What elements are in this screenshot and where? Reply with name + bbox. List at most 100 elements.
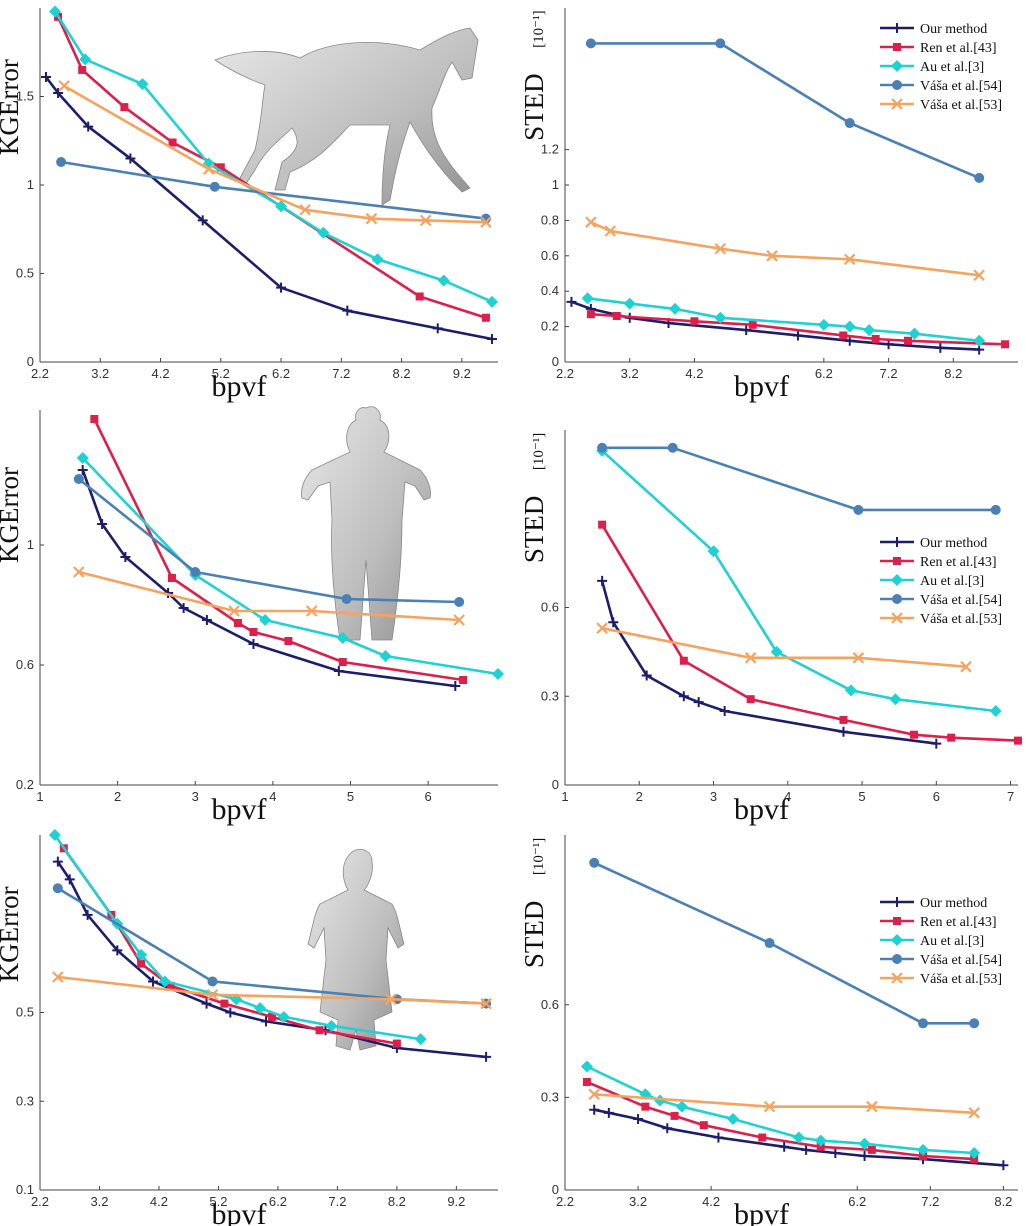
data-point — [779, 1141, 790, 1152]
chart-panel-5: 2.2 3.2 4.2 5.2 6.2 7.2 8.2 9.2 0.1 0.3 0.5 bpvf KGE… — [0, 829, 498, 1226]
data-point — [792, 1131, 805, 1144]
data-point — [867, 1145, 876, 1154]
data-point — [707, 545, 720, 558]
x-tick-label: 2.2 — [31, 1194, 49, 1209]
legend: Our method Ren et al.[43] Au et al.[3] Váša… — [880, 22, 1002, 113]
y-tick-label: 0.6 — [541, 248, 559, 263]
data-point — [844, 684, 857, 697]
data-point — [641, 1102, 650, 1111]
x-axis-label: bpvf — [212, 793, 267, 826]
y-tick-label: 0.6 — [541, 997, 559, 1012]
data-point — [662, 1123, 673, 1134]
legend-marker — [892, 23, 902, 33]
series-line — [571, 300, 980, 351]
x-tick-label: 6.2 — [815, 366, 833, 381]
data-point — [277, 1010, 290, 1023]
y-tick-label: 0.3 — [541, 1089, 559, 1104]
data-point — [858, 1137, 871, 1150]
x-tick-label: 2.2 — [556, 366, 574, 381]
data-point — [910, 730, 919, 739]
y-axis-unit: [10⁻¹] — [531, 433, 547, 470]
x-tick-label: 9.2 — [447, 1194, 465, 1209]
data-point — [481, 1051, 492, 1062]
data-point — [336, 632, 349, 644]
data-point — [586, 310, 595, 319]
data-point — [209, 181, 220, 192]
data-point — [64, 874, 75, 885]
data-point — [566, 296, 577, 307]
data-point — [604, 225, 617, 237]
y-axis-label: KGError — [0, 886, 24, 982]
y-axis-unit: [10⁻¹] — [531, 10, 547, 47]
chart-panel-3: 1 2 3 4 5 6 0.2 0.6 1 bpvf KGError — [0, 410, 504, 826]
data-point — [838, 726, 849, 737]
legend-label: Váša et al.[53] — [920, 98, 1002, 113]
data-point — [249, 628, 258, 636]
data-point — [136, 78, 149, 91]
legend-marker — [893, 557, 901, 565]
legend-item-au-et-al-3: Au et al.[3] — [880, 574, 984, 589]
data-point — [968, 1146, 981, 1159]
data-point — [581, 292, 594, 305]
data-point — [866, 1100, 878, 1113]
data-point — [158, 975, 171, 988]
legend-item-au-et-al-3: Au et al.[3] — [880, 934, 984, 949]
x-tick-label: 1 — [36, 789, 43, 804]
data-point — [79, 53, 92, 66]
data-point — [597, 442, 608, 453]
x-axis-label: bpvf — [212, 370, 267, 403]
data-point — [597, 575, 608, 586]
series-ren-et-al-43 — [598, 520, 1022, 745]
series-our-method — [52, 856, 492, 1062]
data-point — [679, 656, 688, 665]
data-point — [998, 1160, 1009, 1171]
chart-panel-4: 1 2 3 4 5 6 7 0 0.3 0.6 bpvf STED [10⁻¹] Our method Re… — [519, 430, 1022, 826]
data-point — [228, 605, 240, 617]
series-v-a-et-al-53 — [58, 80, 492, 228]
legend-label: Our method — [920, 22, 987, 37]
legend-label: Ren et al.[43] — [920, 915, 997, 930]
legend-marker — [891, 612, 903, 624]
data-point — [73, 566, 85, 578]
data-point — [190, 567, 201, 577]
data-point — [603, 1107, 614, 1118]
data-point — [233, 619, 242, 627]
x-tick-label: 5.2 — [212, 366, 230, 381]
x-tick-label: 3 — [710, 789, 717, 804]
data-point — [148, 976, 159, 987]
data-point — [125, 153, 136, 164]
data-point — [220, 999, 229, 1008]
data-point — [727, 1113, 740, 1125]
data-point — [817, 318, 830, 331]
data-point — [135, 948, 148, 961]
data-point — [52, 856, 63, 867]
x-tick-label: 8.2 — [994, 1194, 1012, 1209]
data-point — [341, 594, 352, 604]
data-point — [48, 829, 61, 841]
y-tick-label: 0.5 — [16, 1005, 34, 1020]
data-point — [714, 311, 727, 324]
data-point — [990, 504, 1001, 515]
x-tick-label: 4.2 — [702, 1194, 720, 1209]
data-point — [746, 695, 755, 704]
data-point — [839, 715, 848, 724]
data-point — [216, 163, 225, 172]
data-point — [935, 342, 946, 353]
data-point — [248, 639, 259, 649]
data-point — [82, 909, 93, 920]
x-tick-label: 4 — [784, 789, 791, 804]
data-point — [325, 1019, 338, 1032]
x-tick-label: 6 — [425, 789, 432, 804]
data-point — [589, 857, 600, 868]
data-point — [41, 72, 52, 83]
data-point — [202, 163, 215, 175]
legend-item-ren-et-al-43: Ren et al.[43] — [880, 915, 997, 930]
legend-label: Au et al.[3] — [920, 934, 984, 949]
x-tick-label: 2 — [636, 789, 643, 804]
data-point — [333, 666, 344, 676]
legend-label: Váša et al.[54] — [920, 953, 1002, 968]
x-tick-label: 1 — [561, 789, 568, 804]
series-line — [60, 160, 487, 220]
x-tick-label: 3.2 — [91, 366, 109, 381]
